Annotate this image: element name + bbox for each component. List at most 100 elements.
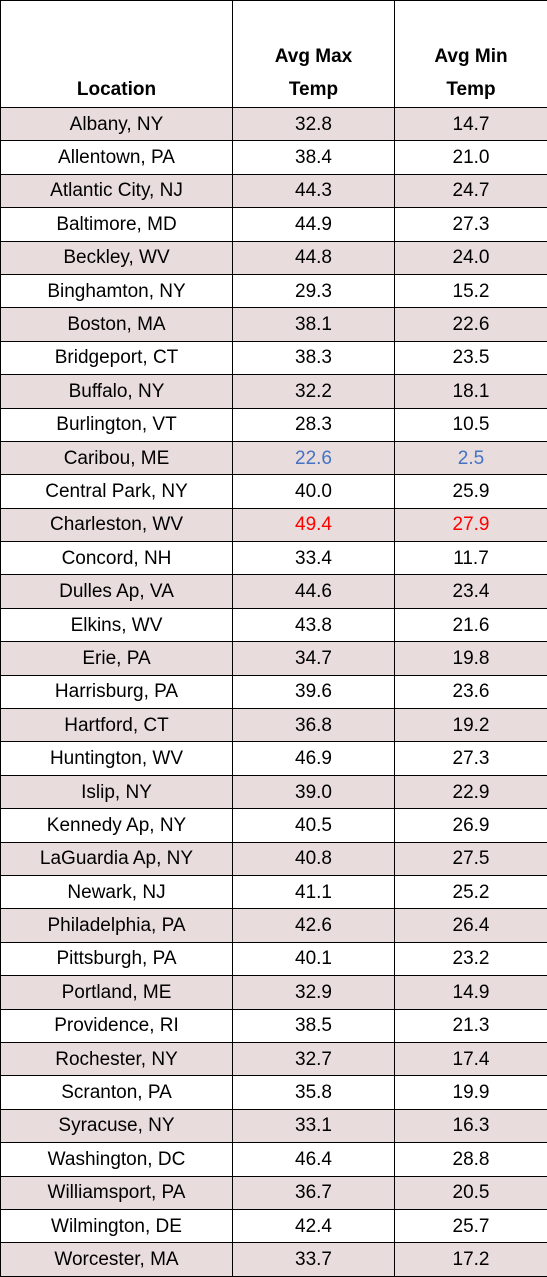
avg-min-temp-cell: 14.7 <box>395 108 547 141</box>
avg-min-temp-cell: 23.5 <box>395 341 547 374</box>
avg-min-temp-cell: 19.9 <box>395 1076 547 1109</box>
avg-min-temp-cell: 11.7 <box>395 542 547 575</box>
avg-min-temp-cell: 23.6 <box>395 675 547 708</box>
location-cell: Dulles Ap, VA <box>1 575 233 608</box>
location-cell: Buffalo, NY <box>1 375 233 408</box>
avg-min-temp-cell: 14.9 <box>395 976 547 1009</box>
header-avg-max-temp: Avg Max Temp <box>233 1 395 108</box>
avg-min-temp-cell: 16.3 <box>395 1109 547 1142</box>
location-cell: Atlantic City, NJ <box>1 174 233 207</box>
avg-max-temp-cell: 36.8 <box>233 709 395 742</box>
avg-min-temp-cell: 15.2 <box>395 274 547 307</box>
header-row: Location Avg Max Temp Avg Min Temp <box>1 1 547 108</box>
location-cell: Wilmington, DE <box>1 1209 233 1242</box>
location-cell: Syracuse, NY <box>1 1109 233 1142</box>
avg-max-temp-cell: 40.1 <box>233 942 395 975</box>
avg-max-temp-cell: 35.8 <box>233 1076 395 1109</box>
avg-min-temp-cell: 18.1 <box>395 375 547 408</box>
location-cell: Central Park, NY <box>1 475 233 508</box>
avg-max-temp-cell: 40.5 <box>233 809 395 842</box>
location-cell: Charleston, WV <box>1 508 233 541</box>
avg-max-temp-cell: 33.4 <box>233 542 395 575</box>
avg-min-temp-cell: 17.4 <box>395 1042 547 1075</box>
avg-min-temp-cell: 20.5 <box>395 1176 547 1209</box>
header-max-line1: Avg Max <box>275 46 352 67</box>
header-location-label: Location <box>77 79 156 100</box>
location-cell: Providence, RI <box>1 1009 233 1042</box>
avg-min-temp-cell: 19.2 <box>395 709 547 742</box>
avg-max-temp-cell: 38.1 <box>233 308 395 341</box>
avg-min-temp-cell: 25.7 <box>395 1209 547 1242</box>
location-cell: Bridgeport, CT <box>1 341 233 374</box>
avg-max-temp-cell: 49.4 <box>233 508 395 541</box>
header-max-line2: Temp <box>289 79 338 100</box>
avg-min-temp-cell: 24.0 <box>395 241 547 274</box>
avg-min-temp-cell: 23.4 <box>395 575 547 608</box>
avg-max-temp-cell: 39.0 <box>233 775 395 808</box>
avg-max-temp-cell: 32.7 <box>233 1042 395 1075</box>
avg-max-temp-cell: 43.8 <box>233 608 395 641</box>
location-cell: Concord, NH <box>1 542 233 575</box>
avg-max-temp-cell: 44.6 <box>233 575 395 608</box>
avg-min-temp-cell: 10.5 <box>395 408 547 441</box>
avg-min-temp-cell: 21.6 <box>395 608 547 641</box>
avg-min-temp-cell: 21.3 <box>395 1009 547 1042</box>
avg-min-temp-cell: 23.2 <box>395 942 547 975</box>
avg-max-temp-cell: 38.5 <box>233 1009 395 1042</box>
avg-max-temp-cell: 33.1 <box>233 1109 395 1142</box>
location-cell: Rochester, NY <box>1 1042 233 1075</box>
avg-max-temp-cell: 46.9 <box>233 742 395 775</box>
header-location: Location <box>1 1 233 108</box>
location-cell: Burlington, VT <box>1 408 233 441</box>
avg-max-temp-cell: 32.2 <box>233 375 395 408</box>
avg-max-temp-cell: 28.3 <box>233 408 395 441</box>
location-cell: Worcester, MA <box>1 1243 233 1276</box>
location-cell: Williamsport, PA <box>1 1176 233 1209</box>
location-cell: Baltimore, MD <box>1 208 233 241</box>
location-cell: Pittsburgh, PA <box>1 942 233 975</box>
avg-max-temp-cell: 42.6 <box>233 909 395 942</box>
location-cell: Boston, MA <box>1 308 233 341</box>
avg-min-temp-cell: 17.2 <box>395 1243 547 1276</box>
avg-max-temp-cell: 32.9 <box>233 976 395 1009</box>
location-cell: Binghamton, NY <box>1 274 233 307</box>
header-min-line1: Avg Min <box>434 46 507 67</box>
location-cell: Newark, NJ <box>1 875 233 908</box>
avg-max-temp-cell: 41.1 <box>233 875 395 908</box>
avg-min-temp-cell: 19.8 <box>395 642 547 675</box>
avg-max-temp-cell: 44.9 <box>233 208 395 241</box>
avg-min-temp-cell: 2.5 <box>395 441 547 474</box>
avg-max-temp-cell: 44.3 <box>233 174 395 207</box>
avg-min-temp-cell: 27.9 <box>395 508 547 541</box>
avg-max-temp-cell: 29.3 <box>233 274 395 307</box>
location-cell: Hartford, CT <box>1 709 233 742</box>
header-avg-min-temp: Avg Min Temp <box>395 1 547 108</box>
location-cell: Erie, PA <box>1 642 233 675</box>
location-cell: Philadelphia, PA <box>1 909 233 942</box>
